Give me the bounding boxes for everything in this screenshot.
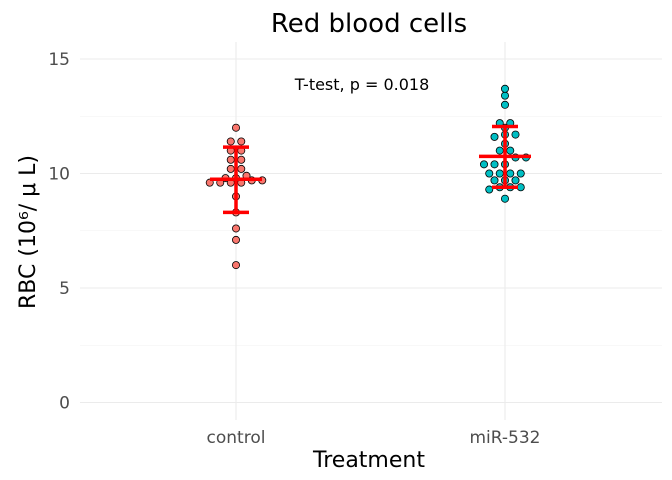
data-point [495, 146, 504, 155]
ttest-annotation: T-test, p = 0.018 [294, 75, 430, 94]
data-point [516, 183, 525, 192]
grid [80, 42, 662, 420]
data-point [490, 160, 499, 169]
data-point [231, 123, 240, 132]
data-point [226, 164, 235, 173]
y-tick-label: 0 [59, 394, 70, 414]
data-point [511, 176, 520, 185]
data-points [205, 84, 531, 270]
y-tick-label: 10 [48, 165, 70, 185]
data-point [495, 169, 504, 178]
data-point [500, 100, 509, 109]
data-point [479, 160, 488, 169]
data-point [485, 185, 494, 194]
data-point [231, 235, 240, 244]
x-tick-label: control [207, 428, 266, 448]
tick-labels: 0 5 10 15 control miR-532 [48, 50, 540, 448]
data-point [226, 155, 235, 164]
data-point [490, 132, 499, 141]
data-point [237, 137, 246, 146]
y-tick-label: 5 [59, 279, 70, 299]
chart-title: Red blood cells [271, 9, 467, 39]
y-axis-title: RBC (10⁶/ μ L) [16, 155, 41, 309]
data-point [237, 155, 246, 164]
data-point [516, 169, 525, 178]
data-point [231, 261, 240, 270]
data-point [231, 224, 240, 233]
data-point [500, 91, 509, 100]
y-tick-label: 15 [48, 50, 70, 70]
x-tick-label: miR-532 [470, 428, 541, 448]
data-point [226, 137, 235, 146]
data-point [506, 169, 515, 178]
data-point [485, 169, 494, 178]
x-axis-title: Treatment [312, 448, 425, 473]
data-point [237, 164, 246, 173]
data-point [511, 130, 520, 139]
mean-sd-bars [210, 124, 531, 215]
data-point [490, 176, 499, 185]
data-point [506, 146, 515, 155]
data-point [500, 194, 509, 203]
data-point [500, 84, 509, 93]
